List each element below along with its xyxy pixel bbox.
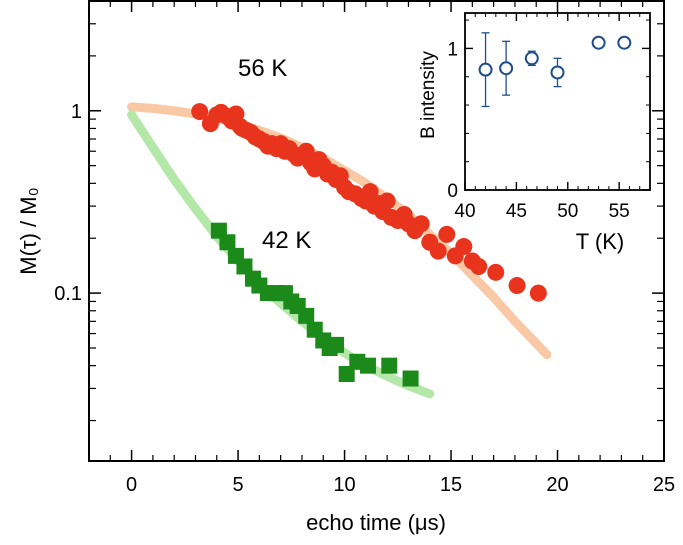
inset-y-axis-label: B intensity: [418, 51, 439, 139]
inset-x-tick-label: 50: [557, 201, 578, 222]
main-y-tick-label: 0.1: [54, 283, 82, 305]
inset-x-axis-label: T (K): [576, 229, 624, 254]
inset-plot: 40 45 50 55 0 1 T (K) B intensity: [418, 12, 651, 254]
series-56k-point: [361, 183, 379, 201]
inset-point: [617, 35, 632, 50]
series-42k-point: [359, 357, 376, 374]
series-56k-point: [470, 257, 488, 275]
series-42k-point: [298, 307, 315, 324]
main-series-layer: [191, 103, 547, 387]
inset-point: [591, 35, 606, 50]
series-56k-point: [438, 225, 456, 243]
series-56k-point: [191, 103, 209, 121]
main-x-tick-label: 20: [546, 474, 568, 496]
main-y-tick-label: 1: [71, 101, 82, 123]
series-42k-fit-curve: [127, 110, 435, 399]
inset-point: [524, 51, 539, 66]
main-y-axis-label: M(τ) / M₀: [16, 187, 41, 274]
main-axes: 0 5 10 15 20 250.11: [54, 0, 675, 496]
series-56k-point: [529, 284, 547, 302]
series-56k-point: [455, 238, 473, 256]
main-x-tick-label: 0: [126, 474, 137, 496]
annotation-56k: 56 K: [238, 55, 287, 82]
main-plot-frame: [88, 0, 665, 462]
inset-y-tick-label: 0: [447, 181, 458, 202]
series-56k-point: [378, 192, 396, 210]
inset-y-tick-label: 1: [447, 39, 458, 60]
series-56k-point: [508, 277, 526, 295]
series-42k-point: [328, 336, 345, 353]
main-x-tick-label: 5: [233, 474, 244, 496]
series-42k-point: [338, 366, 355, 383]
inset-x-tick-label: 45: [506, 201, 527, 222]
series-56k-point: [429, 242, 447, 260]
main-x-tick-label: 10: [333, 474, 355, 496]
inset-series-layer: [478, 32, 632, 108]
annotation-42k: 42 K: [262, 227, 311, 254]
main-x-tick-label: 25: [653, 474, 675, 496]
main-x-axis-label: echo time (μs): [306, 510, 446, 535]
series-42k-point: [402, 370, 419, 387]
series-42k-point: [219, 234, 236, 251]
inset-x-tick-label: 55: [609, 201, 630, 222]
inset-point: [499, 61, 514, 76]
inset-x-tick-label: 40: [454, 201, 475, 222]
inset-point: [550, 65, 565, 80]
series-42k-point: [381, 357, 398, 374]
inset-point: [478, 62, 493, 77]
series-56k-point: [412, 215, 430, 233]
series-42k-point: [236, 258, 253, 275]
main-plot: 0 5 10 15 20 250.11 echo time (μs) M(τ) / M₀ …: [16, 0, 675, 535]
inset-axes: 40 45 50 55 0 1: [447, 13, 650, 222]
main-x-tick-label: 15: [440, 474, 462, 496]
series-56k-point: [487, 263, 505, 281]
